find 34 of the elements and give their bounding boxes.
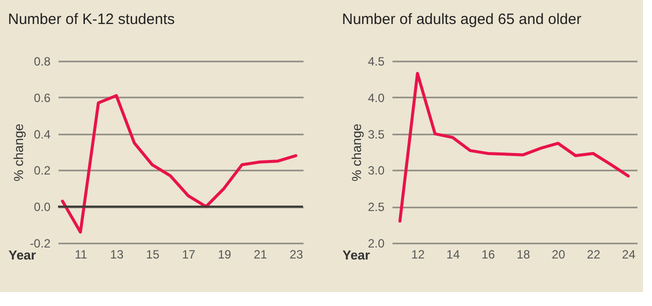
y-tick-label: 2.0: [368, 236, 385, 250]
x-tick-label: 14: [446, 248, 460, 262]
x-tick-label: 20: [552, 248, 566, 262]
chart-title: Number of adults aged 65 and older: [342, 11, 582, 28]
y-tick-label: 0.6: [34, 90, 51, 105]
x-tick-label: 12: [411, 248, 425, 262]
chart-title: Number of K-12 students: [8, 11, 175, 28]
x-tick-label: 19: [218, 248, 232, 262]
x-tick-label: 16: [482, 248, 496, 262]
y-tick-label: 0.2: [34, 164, 51, 178]
line-series: [60, 94, 298, 234]
x-tick-label: 17: [182, 248, 196, 262]
y-tick-label: 0.4: [34, 127, 51, 142]
x-tick-label: 13: [110, 248, 124, 262]
y-tick-label: -0.2: [30, 236, 51, 250]
x-tick-label: 21: [254, 248, 268, 262]
x-tick-label: 22: [586, 248, 601, 262]
x-axis-title: Year: [8, 248, 36, 262]
x-tick-label: 11: [74, 248, 88, 262]
x-axis-title: Year: [342, 248, 370, 262]
y-tick-label: 0.8: [34, 54, 51, 68]
y-tick-label: 4.5: [368, 54, 385, 68]
x-tick-label: 18: [516, 248, 530, 262]
line-series: [398, 72, 630, 223]
y-tick-label: 3.0: [368, 164, 385, 178]
x-tick-label: 15: [146, 248, 160, 262]
y-tick-label: 4.0: [368, 90, 385, 105]
y-tick-label: 3.5: [368, 127, 385, 142]
y-axis-title: % change: [348, 124, 364, 182]
y-tick-label: 0.0: [34, 200, 51, 214]
y-tick-label: 2.5: [368, 200, 385, 214]
x-tick-label: 23: [290, 248, 304, 262]
y-axis-title: % change: [10, 124, 26, 182]
x-tick-label: 24: [622, 248, 636, 262]
